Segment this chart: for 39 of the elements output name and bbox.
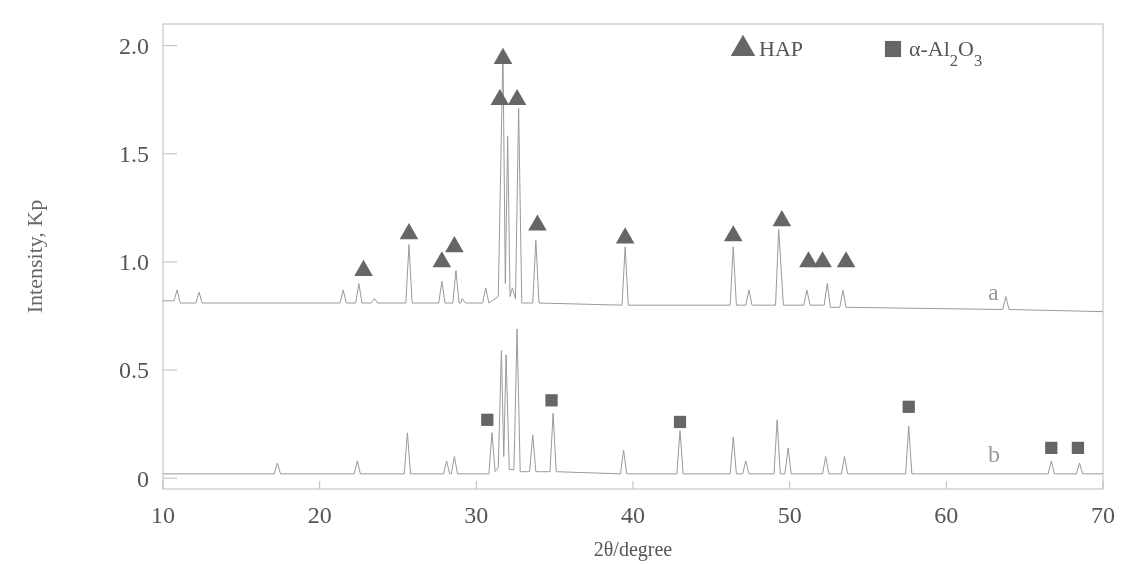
y-tick-label: 0 <box>137 465 149 492</box>
line-series <box>162 328 1104 475</box>
point <box>445 236 464 253</box>
point <box>615 227 635 244</box>
point <box>354 259 373 276</box>
point <box>1071 441 1085 455</box>
point <box>772 210 792 227</box>
point <box>799 251 818 268</box>
point <box>902 400 915 413</box>
x-tick-label: 40 <box>621 502 645 528</box>
y-tick-label: 2.0 <box>119 33 149 60</box>
x-tick-label: 20 <box>307 502 332 528</box>
point <box>490 88 510 106</box>
point <box>432 251 452 268</box>
x-tick-label: 30 <box>464 502 489 528</box>
point <box>507 88 527 106</box>
point <box>836 251 856 268</box>
point <box>528 214 547 231</box>
point <box>723 225 743 242</box>
point <box>545 394 558 407</box>
x-tick-label: 70 <box>1091 502 1115 528</box>
x-tick-label: 50 <box>777 502 802 528</box>
point <box>813 251 832 268</box>
point <box>1045 441 1058 455</box>
point <box>673 415 687 429</box>
y-tick-label: 0.5 <box>119 357 149 384</box>
y-axis-title: Intensity, Kp <box>22 199 47 314</box>
y-tick-label: 1.5 <box>119 141 149 168</box>
x-tick-label: 10 <box>151 502 175 528</box>
series-label: b <box>988 440 1000 467</box>
point <box>481 413 494 426</box>
y-tick-label: 1.0 <box>119 249 149 276</box>
legend-label: α-Al$_{2}$O$_{3}$ <box>909 36 983 70</box>
x-tick-label: 60 <box>934 502 959 528</box>
point <box>399 223 419 240</box>
point <box>493 47 513 64</box>
x-axis-title: 2θ/degree <box>593 538 673 561</box>
series-label: a <box>988 278 999 305</box>
legend-label: HAP <box>759 36 804 61</box>
